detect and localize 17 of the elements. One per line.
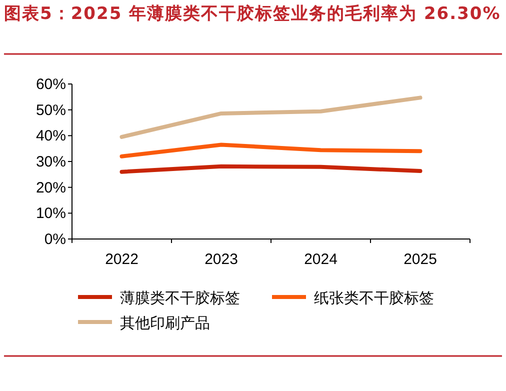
y-tick-label: 20%: [36, 179, 66, 196]
legend-label: 纸张类不干胶标签: [314, 290, 434, 307]
legend-label: 其他印刷产品: [120, 315, 210, 332]
y-tick-label: 0%: [44, 231, 66, 248]
x-tick-label: 2024: [304, 251, 338, 268]
chart-title: 图表5：2025 年薄膜类不干胶标签业务的毛利率为 26.30%: [4, 3, 502, 26]
y-tick-label: 60%: [36, 76, 66, 93]
y-tick-label: 10%: [36, 205, 66, 222]
line-series: [120, 142, 422, 158]
x-tick-label: 2023: [204, 251, 238, 268]
y-tick-label: 30%: [36, 154, 66, 170]
x-tick-label: 2025: [404, 251, 437, 268]
y-tick-label: 40%: [36, 128, 66, 145]
legend-label: 薄膜类不干胶标签: [120, 290, 240, 307]
line-series: [120, 96, 422, 139]
x-tick-label: 2022: [105, 251, 138, 268]
y-tick-label: 50%: [36, 102, 66, 119]
